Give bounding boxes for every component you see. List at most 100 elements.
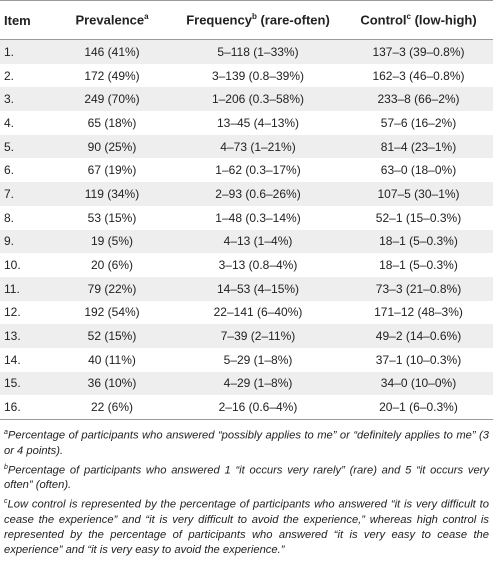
item-cell: 1. bbox=[4, 44, 15, 59]
prevalence-cell: 19 (5%) bbox=[90, 234, 134, 249]
table-row: 2. 172 (49%) 3–139 (0.8–39%) 162–3 (46–0.8%… bbox=[0, 64, 493, 88]
item-cell: 11. bbox=[4, 281, 20, 296]
table-row: 7. 119 (34%) 2–93 (0.6–26%) 107–5 (30–1%) bbox=[0, 182, 493, 206]
item-cell: 2. bbox=[4, 68, 15, 83]
table-row: 14. 40 (11%) 5–29 (1–8%) 37–1 (10–0.3%) bbox=[0, 348, 493, 372]
table-footnotes: aPercentage of participants who answered… bbox=[0, 420, 493, 558]
frequency-cell: 14–53 (4–15%) bbox=[216, 281, 300, 296]
frequency-cell: 2–93 (0.6–26%) bbox=[215, 186, 301, 201]
frequency-cell: 3–13 (0.8–4%) bbox=[218, 258, 298, 273]
control-cell: 162–3 (46–0.8%) bbox=[372, 68, 465, 83]
footnote-b: bPercentage of participants who answered… bbox=[4, 460, 489, 494]
control-cell: 107–5 (30–1%) bbox=[377, 186, 460, 201]
item-cell: 8. bbox=[4, 210, 15, 225]
frequency-cell: 13–45 (4–13%) bbox=[216, 115, 300, 130]
prevalence-cell: 20 (6%) bbox=[90, 258, 134, 273]
footnote-mark: c bbox=[4, 498, 8, 506]
header-prevalence-footnote-mark: a bbox=[144, 12, 149, 22]
prevalence-cell: 53 (15%) bbox=[87, 210, 137, 225]
prevalence-cell: 79 (22%) bbox=[87, 281, 137, 296]
footnote-mark: a bbox=[4, 429, 8, 436]
table-row: 6. 67 (19%) 1–62 (0.3–17%) 63–0 (18–0%) bbox=[0, 158, 493, 182]
table-row: 15. 36 (10%) 4–29 (1–8%) 34–0 (10–0%) bbox=[0, 371, 493, 396]
header-control: Controlc (low-high) bbox=[344, 0, 493, 40]
results-table-container: Item Prevalencea Frequencyb (rare-often)… bbox=[0, 0, 493, 558]
item-cell: 15. bbox=[4, 376, 21, 391]
table-row: 5. 90 (25%) 4–73 (1–21%) 81–4 (23–1%) bbox=[0, 134, 493, 159]
footnote-text: Percentage of participants who answered … bbox=[4, 429, 489, 457]
table-body: 1. 146 (41%) 5–118 (1–33%) 137–3 (39–0.8%) 2… bbox=[0, 39, 493, 421]
frequency-cell: 5–29 (1–8%) bbox=[223, 352, 293, 367]
item-cell: 9. bbox=[4, 234, 15, 249]
frequency-cell: 7–39 (2–11%) bbox=[220, 329, 296, 344]
table-row: 10. 20 (6%) 3–13 (0.8–4%) 18–1 (5–0.3%) bbox=[0, 253, 493, 277]
frequency-cell: 1–62 (0.3–17%) bbox=[215, 163, 301, 178]
table-row: 13. 52 (15%) 7–39 (2–11%) 49–2 (14–0.6%) bbox=[0, 324, 493, 348]
item-cell: 13. bbox=[4, 329, 21, 344]
control-cell: 34–0 (10–0%) bbox=[380, 376, 457, 391]
item-cell: 10. bbox=[4, 258, 21, 273]
item-cell: 16. bbox=[0, 395, 52, 421]
control-cell: 49–2 (14–0.6%) bbox=[375, 329, 462, 344]
item-cell: 6. bbox=[4, 163, 15, 178]
frequency-cell: 22–141 (6–40%) bbox=[213, 305, 303, 320]
frequency-cell: 2–16 (0.6–4%) bbox=[172, 395, 344, 421]
prevalence-cell: 146 (41%) bbox=[84, 44, 140, 59]
control-cell: 137–3 (39–0.8%) bbox=[372, 44, 465, 59]
header-item: Item bbox=[0, 0, 52, 40]
table-row: 16. 22 (6%) 2–16 (0.6–4%) 20–1 (6–0.3%) bbox=[0, 395, 493, 421]
header-frequency-label: Frequency bbox=[186, 12, 252, 28]
prevalence-cell: 22 (6%) bbox=[52, 395, 172, 421]
frequency-cell: 1–48 (0.3–14%) bbox=[215, 210, 301, 225]
table-header-row: Item Prevalencea Frequencyb (rare-often)… bbox=[0, 0, 493, 40]
frequency-cell: 5–118 (1–33%) bbox=[217, 44, 299, 59]
table-row: 12. 192 (54%) 22–141 (6–40%) 171–12 (48–3%) bbox=[0, 301, 493, 325]
control-cell: 171–12 (48–3%) bbox=[374, 305, 463, 320]
header-prevalence: Prevalencea bbox=[52, 0, 172, 40]
header-item-label: Item bbox=[4, 12, 31, 28]
footnote-a: aPercentage of participants who answered… bbox=[4, 425, 489, 459]
table-row: 3. 249 (70%) 1–206 (0.3–58%) 233–8 (66–2%) bbox=[0, 87, 493, 112]
item-cell: 12. bbox=[4, 305, 21, 320]
prevalence-cell: 52 (15%) bbox=[87, 329, 137, 344]
results-table: Item Prevalencea Frequencyb (rare-often)… bbox=[0, 0, 493, 421]
control-cell: 52–1 (15–0.3%) bbox=[375, 210, 462, 225]
frequency-cell: 4–29 (1–8%) bbox=[223, 376, 293, 391]
table-row: 8. 53 (15%) 1–48 (0.3–14%) 52–1 (15–0.3%) bbox=[0, 206, 493, 230]
frequency-cell: 3–139 (0.8–39%) bbox=[211, 68, 305, 83]
header-frequency: Frequencyb (rare-often) bbox=[172, 0, 344, 40]
control-cell: 63–0 (18–0%) bbox=[380, 163, 457, 178]
item-cell: 4. bbox=[4, 115, 15, 130]
control-cell: 18–1 (5–0.3%) bbox=[379, 234, 458, 249]
footnote-mark: b bbox=[4, 463, 8, 471]
header-control-label: Control bbox=[360, 12, 407, 28]
header-frequency-footnote-mark: b bbox=[251, 12, 257, 22]
item-cell: 3. bbox=[4, 92, 15, 107]
table-row: 11. 79 (22%) 14–53 (4–15%) 73–3 (21–0.8%) bbox=[0, 276, 493, 301]
header-control-suffix: (low-high) bbox=[410, 12, 477, 28]
header-prevalence-label: Prevalence bbox=[75, 12, 145, 28]
prevalence-cell: 249 (70%) bbox=[84, 92, 140, 107]
table-row: 4. 65 (18%) 13–45 (4–13%) 57–6 (16–2%) bbox=[0, 111, 493, 135]
frequency-cell: 4–13 (1–4%) bbox=[223, 234, 293, 249]
prevalence-cell: 65 (18%) bbox=[87, 115, 137, 130]
table-row: 1. 146 (41%) 5–118 (1–33%) 137–3 (39–0.8%) bbox=[0, 39, 493, 64]
control-cell: 73–3 (21–0.8%) bbox=[375, 281, 462, 296]
prevalence-cell: 172 (49%) bbox=[84, 68, 140, 83]
control-cell: 233–8 (66–2%) bbox=[377, 92, 460, 107]
frequency-cell: 1–206 (0.3–58%) bbox=[211, 92, 305, 107]
prevalence-cell: 36 (10%) bbox=[87, 376, 137, 391]
prevalence-cell: 119 (34%) bbox=[84, 186, 140, 201]
header-control-footnote-mark: c bbox=[406, 12, 411, 22]
item-cell: 7. bbox=[4, 186, 15, 201]
footnote-c: cLow control is represented by the perce… bbox=[4, 494, 489, 558]
table-row: 9. 19 (5%) 4–13 (1–4%) 18–1 (5–0.3%) bbox=[0, 229, 493, 254]
prevalence-cell: 90 (25%) bbox=[87, 139, 137, 154]
prevalence-cell: 192 (54%) bbox=[84, 305, 140, 320]
prevalence-cell: 67 (19%) bbox=[87, 163, 137, 178]
control-cell: 57–6 (16–2%) bbox=[380, 115, 457, 130]
control-cell: 18–1 (5–0.3%) bbox=[379, 258, 458, 273]
item-cell: 5. bbox=[4, 139, 15, 154]
control-cell: 37–1 (10–0.3%) bbox=[375, 352, 462, 367]
prevalence-cell: 40 (11%) bbox=[88, 352, 136, 367]
